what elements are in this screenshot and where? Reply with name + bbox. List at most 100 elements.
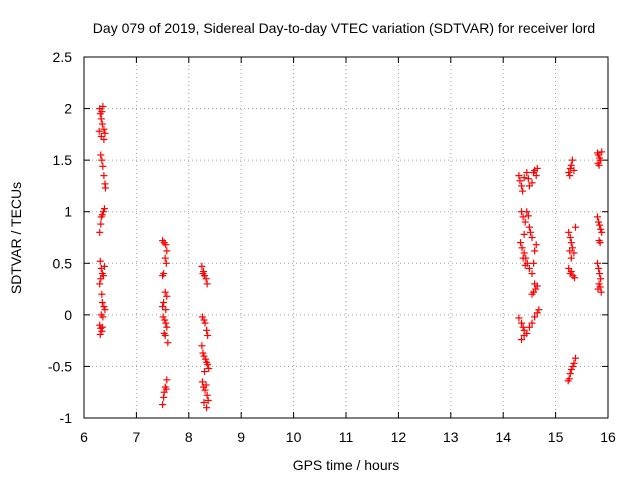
data-point bbox=[201, 368, 209, 376]
data-point bbox=[566, 234, 574, 241]
data-point bbox=[595, 161, 603, 169]
data-point bbox=[525, 323, 533, 331]
data-point bbox=[205, 364, 213, 372]
data-point bbox=[595, 280, 603, 288]
data-point bbox=[565, 169, 573, 177]
data-point bbox=[519, 254, 527, 262]
data-point bbox=[598, 148, 606, 156]
data-point bbox=[100, 125, 108, 133]
data-point bbox=[101, 306, 109, 314]
y-tick-label: 2 bbox=[64, 101, 72, 117]
data-point bbox=[198, 313, 206, 321]
data-point bbox=[594, 285, 602, 293]
data-point bbox=[99, 208, 107, 216]
data-point bbox=[566, 370, 574, 378]
x-tick-label: 6 bbox=[80, 429, 88, 445]
data-point bbox=[100, 262, 108, 270]
data-point bbox=[203, 280, 211, 288]
data-point bbox=[519, 213, 527, 221]
data-point bbox=[162, 259, 170, 267]
data-point bbox=[97, 220, 105, 228]
data-point bbox=[202, 275, 210, 283]
y-tick-label: -0.5 bbox=[48, 358, 72, 374]
data-point bbox=[97, 275, 105, 283]
data-point bbox=[525, 223, 533, 231]
data-point bbox=[96, 330, 104, 338]
data-point bbox=[99, 103, 107, 111]
data-point bbox=[98, 323, 106, 331]
x-axis-label: GPS time / hours bbox=[293, 457, 400, 473]
data-point bbox=[201, 386, 209, 394]
data-point bbox=[204, 360, 212, 368]
y-axis-label: SDTVAR / TECUs bbox=[8, 182, 24, 294]
data-point bbox=[596, 239, 604, 247]
x-tick-label: 12 bbox=[391, 429, 407, 445]
x-tick-label: 11 bbox=[339, 429, 354, 445]
data-point bbox=[98, 211, 106, 219]
data-point bbox=[198, 262, 206, 270]
data-point bbox=[162, 319, 170, 327]
data-point bbox=[202, 355, 210, 363]
data-point bbox=[520, 331, 528, 339]
data-point bbox=[95, 127, 103, 135]
y-tick-label: 0 bbox=[64, 307, 72, 323]
data-point bbox=[520, 249, 528, 257]
data-point bbox=[203, 326, 211, 334]
data-point bbox=[204, 396, 212, 404]
data-point bbox=[98, 156, 106, 164]
data-point bbox=[564, 377, 572, 385]
data-point bbox=[203, 404, 211, 412]
data-point bbox=[199, 270, 207, 278]
data-point bbox=[204, 331, 212, 339]
y-tick-label: 2.5 bbox=[53, 49, 73, 65]
data-point bbox=[523, 169, 531, 177]
data-point bbox=[161, 254, 169, 262]
data-point bbox=[519, 187, 527, 195]
data-point bbox=[567, 239, 575, 247]
data-point bbox=[523, 208, 531, 216]
data-point bbox=[99, 162, 107, 170]
data-point bbox=[570, 274, 578, 282]
tick-layer: 6 7 8 9 10 11 12 13 14 15 16 -1 -0.5 0 0.5 1 1.5 2 2.5 bbox=[48, 49, 616, 445]
data-point bbox=[163, 376, 171, 384]
data-point bbox=[518, 319, 526, 327]
data-point bbox=[519, 323, 527, 331]
data-point bbox=[524, 175, 532, 183]
x-tick-label: 10 bbox=[286, 429, 302, 445]
data-point bbox=[163, 292, 171, 300]
x-tick-label: 13 bbox=[443, 429, 459, 445]
data-point bbox=[200, 316, 208, 324]
data-point bbox=[163, 323, 171, 331]
data-point bbox=[515, 172, 523, 180]
data-point bbox=[528, 234, 536, 241]
data-point bbox=[98, 290, 106, 298]
data-point bbox=[528, 290, 536, 298]
data-point bbox=[535, 306, 543, 314]
data-point bbox=[570, 166, 578, 174]
data-point bbox=[595, 218, 603, 226]
data-point bbox=[161, 331, 169, 339]
data-point bbox=[97, 324, 105, 332]
data-point bbox=[521, 261, 529, 269]
data-point bbox=[520, 230, 528, 238]
x-tick-label: 7 bbox=[133, 429, 141, 445]
data-point bbox=[97, 115, 105, 123]
data-point bbox=[164, 339, 172, 347]
data-point bbox=[524, 212, 532, 220]
data-point bbox=[531, 313, 539, 321]
data-point bbox=[202, 381, 210, 389]
data-point bbox=[163, 247, 171, 255]
data-point bbox=[101, 129, 109, 137]
points-layer bbox=[95, 103, 606, 412]
x-tick-label: 9 bbox=[237, 429, 245, 445]
data-point bbox=[516, 239, 524, 247]
data-point bbox=[100, 172, 108, 180]
chart-title: Day 079 of 2019, Sidereal Day-to-day VTE… bbox=[93, 20, 595, 36]
data-point bbox=[570, 359, 578, 367]
data-point bbox=[594, 213, 602, 221]
data-point bbox=[159, 313, 167, 321]
data-point bbox=[568, 156, 576, 164]
y-tick-label: -1 bbox=[60, 410, 73, 426]
data-point bbox=[567, 161, 575, 169]
